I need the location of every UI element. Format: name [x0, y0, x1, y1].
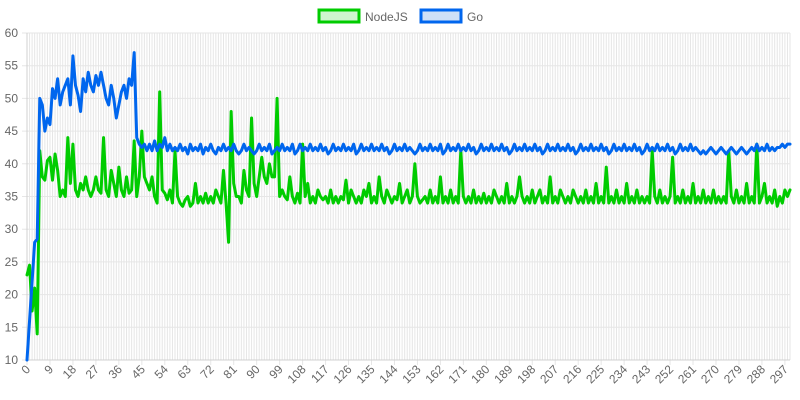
- y-tick-label: 55: [5, 59, 19, 73]
- x-tick-label: 207: [537, 362, 561, 386]
- x-tick-label: 27: [83, 362, 103, 382]
- x-tick-label: 288: [744, 362, 768, 386]
- x-tick-label: 117: [308, 362, 332, 386]
- x-tick-label: 216: [560, 362, 584, 386]
- x-tick-label: 252: [652, 362, 676, 386]
- x-tick-label: 99: [266, 362, 286, 382]
- x-tick-label: 36: [106, 362, 126, 382]
- y-tick-label: 60: [5, 26, 19, 40]
- y-tick-label: 25: [5, 255, 19, 269]
- legend-label-go[interactable]: Go: [467, 10, 483, 24]
- y-tick-label: 50: [5, 91, 19, 105]
- y-tick-label: 35: [5, 190, 19, 204]
- x-tick-label: 126: [331, 362, 355, 386]
- x-tick-label: 135: [354, 362, 378, 386]
- x-tick-label: 72: [198, 362, 218, 382]
- x-tick-label: 279: [721, 362, 745, 386]
- legend-swatch-nodejs[interactable]: [317, 8, 361, 24]
- x-tick-label: 243: [629, 362, 653, 386]
- x-tick-label: 198: [514, 362, 538, 386]
- x-tick-label: 63: [175, 362, 195, 382]
- x-tick-label: 180: [468, 362, 492, 386]
- x-tick-label: 261: [675, 362, 699, 386]
- x-tick-label: 0: [18, 362, 33, 377]
- x-tick-label: 225: [583, 362, 607, 386]
- x-tick-label: 189: [491, 362, 515, 386]
- x-tick-label: 270: [698, 362, 722, 386]
- x-tick-label: 171: [445, 362, 469, 386]
- y-tick-label: 20: [5, 288, 19, 302]
- legend-label-nodejs[interactable]: NodeJS: [365, 10, 408, 24]
- x-tick-label: 18: [60, 362, 80, 382]
- x-tick-label: 234: [606, 362, 630, 386]
- y-tick-label: 30: [5, 222, 19, 236]
- x-tick-label: 297: [767, 362, 791, 386]
- x-tick-label: 144: [377, 362, 401, 386]
- x-tick-label: 153: [399, 362, 423, 386]
- y-tick-label: 15: [5, 320, 19, 334]
- y-tick-label: 10: [5, 353, 19, 367]
- y-tick-label: 45: [5, 124, 19, 138]
- legend-swatch-go[interactable]: [419, 8, 463, 24]
- y-tick-label: 40: [5, 157, 19, 171]
- x-tick-label: 90: [243, 362, 263, 382]
- x-tick-label: 54: [152, 362, 172, 382]
- x-tick-label: 162: [422, 362, 446, 386]
- x-tick-label: 45: [129, 362, 149, 382]
- series-line-go: [25, 51, 792, 362]
- x-tick-label: 108: [285, 362, 309, 386]
- x-tick-label: 9: [41, 362, 56, 377]
- series-line-nodejs: [25, 90, 792, 336]
- x-tick-label: 81: [220, 362, 240, 382]
